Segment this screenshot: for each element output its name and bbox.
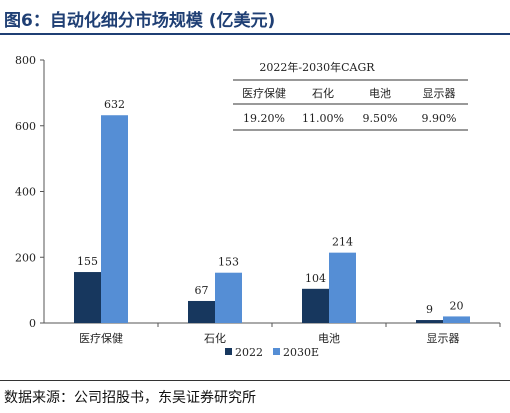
- title-divider: [0, 33, 510, 35]
- y-tick-label: 400: [15, 186, 36, 199]
- legend-label: 2022: [235, 346, 263, 359]
- data-label: 155: [77, 255, 98, 268]
- cagr-value-petrochem: 11.00%: [302, 112, 344, 125]
- data-label: 214: [332, 236, 353, 249]
- chart-bars: 155 632 67 153 104 214 9 20: [74, 98, 470, 323]
- source-note: 数据来源：公司招股书，东吴证券研究所: [4, 390, 256, 406]
- y-tick-label: 600: [15, 120, 36, 133]
- legend-swatch: [273, 348, 280, 355]
- source-divider: [0, 380, 510, 381]
- bar-2030E: [101, 115, 128, 323]
- bar-2022: [74, 272, 101, 323]
- cagr-header-battery: 电池: [369, 87, 391, 100]
- cagr-header-healthcare: 医疗保健: [242, 86, 286, 100]
- cagr-header-display: 显示器: [423, 87, 456, 100]
- data-label: 632: [104, 98, 125, 111]
- cagr-table: 2022年-2030年CAGR 医疗保健 石化 电池 显示器 19.20% 11…: [233, 60, 468, 131]
- cagr-value-battery: 9.50%: [363, 112, 398, 125]
- page-title: 图6：自动化细分市场规模 (亿美元): [4, 11, 276, 31]
- cagr-title: 2022年-2030年CAGR: [259, 60, 375, 74]
- y-tick-label: 200: [15, 251, 36, 264]
- data-label: 20: [450, 299, 464, 312]
- bar-2022: [188, 300, 215, 323]
- cagr-value-display: 9.90%: [422, 112, 457, 125]
- data-label: 9: [426, 303, 433, 316]
- x-category-label: 医疗保健: [79, 331, 123, 345]
- cagr-value-healthcare: 19.20%: [243, 112, 285, 125]
- bar-2022: [416, 320, 443, 323]
- bar-2030E: [215, 272, 242, 323]
- chart-legend: 2022 2030E: [225, 346, 319, 359]
- x-category-label: 电池: [318, 332, 340, 345]
- data-label: 67: [195, 284, 209, 297]
- data-label: 104: [305, 272, 326, 285]
- title-bar: 图6：自动化细分市场规模 (亿美元): [0, 0, 510, 34]
- bar-2030E: [329, 252, 356, 323]
- cagr-header-petrochem: 石化: [312, 86, 334, 100]
- y-tick-label: 800: [15, 54, 36, 67]
- x-category-label: 显示器: [427, 332, 460, 345]
- legend-swatch: [225, 348, 232, 355]
- legend-label: 2030E: [283, 346, 319, 359]
- x-category-label: 石化: [204, 331, 226, 345]
- bar-2022: [302, 288, 329, 323]
- y-tick-label: 0: [29, 317, 36, 330]
- bar-2030E: [443, 316, 470, 323]
- data-label: 153: [218, 256, 239, 269]
